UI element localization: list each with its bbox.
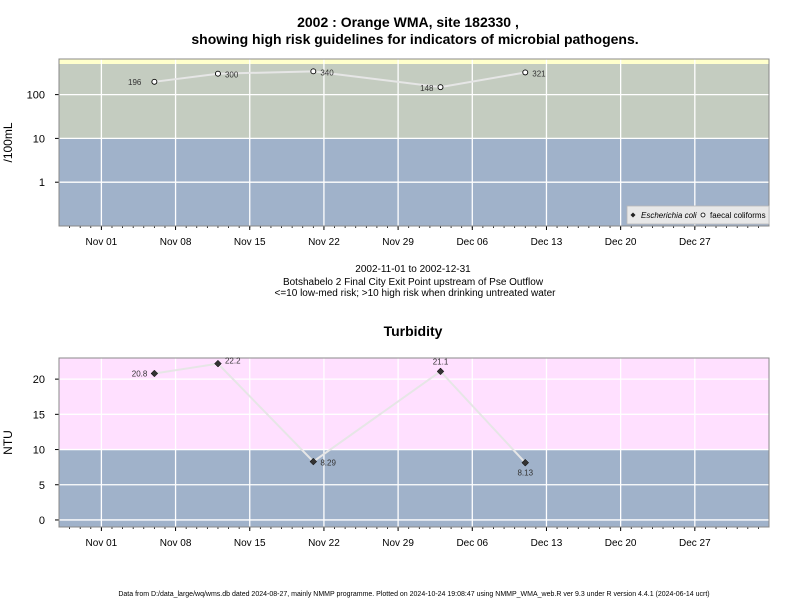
x-tick-label: Dec 13 — [531, 538, 563, 549]
y-tick-label: 5 — [39, 480, 45, 492]
date-range-text: 2002-11-01 to 2002-12-31 — [355, 264, 471, 275]
legend-ecoli-marker — [630, 212, 636, 218]
footer-text: Data from D:/data_large/wq/wms.db dated … — [118, 591, 709, 598]
y-tick-label: 1 — [39, 177, 45, 189]
top-strip — [59, 59, 769, 64]
x-tick-label: Nov 01 — [86, 538, 118, 549]
site-description-text: Botshabelo 2 Final City Exit Point upstr… — [283, 277, 544, 288]
data-label: 300 — [225, 71, 239, 80]
legend-ecoli-label: Escherichia coli — [641, 211, 697, 220]
data-label: 20.8 — [132, 369, 148, 378]
x-tick-label: Nov 15 — [234, 237, 266, 248]
data-label: 22.2 — [225, 357, 241, 366]
y-axis-label: NTU — [1, 430, 15, 455]
y-tick-label: 10 — [33, 133, 45, 145]
turbidity-title: Turbidity — [384, 323, 443, 339]
legend-box — [626, 205, 770, 225]
data-point — [151, 78, 158, 85]
data-point — [309, 457, 318, 466]
high-risk-band — [59, 358, 769, 450]
data-point — [215, 70, 221, 77]
x-tick-label: Nov 08 — [160, 237, 192, 248]
x-tick-label: Dec 27 — [679, 237, 711, 248]
data-point — [522, 69, 529, 76]
data-label: 21.1 — [433, 357, 449, 366]
x-tick-label: Nov 22 — [308, 538, 340, 549]
x-tick-label: Dec 06 — [456, 237, 488, 248]
data-point — [214, 359, 222, 368]
microbial-panel: Nov 01 Nov 08 Nov 15 Nov 22 Nov 29 Dec 06 Dec … — [1, 58, 770, 248]
data-label: 8.13 — [517, 469, 533, 478]
legend-faecal-label: faecal coliforms — [710, 211, 766, 220]
y-tick-label: 100 — [27, 90, 45, 102]
turbidity-panel: Nov 01 Nov 08 Nov 15 Nov 22 Nov 29 Dec 06 Dec … — [1, 357, 770, 549]
high-risk-band — [59, 64, 769, 139]
low-risk-band — [59, 449, 769, 527]
x-tick-label: Nov 22 — [308, 237, 340, 248]
chart-title-line1: 2002 : Orange WMA, site 182330 , — [297, 14, 519, 30]
x-tick-label: Nov 29 — [382, 237, 414, 248]
legend-faecal-marker — [700, 212, 706, 218]
data-label: 148 — [420, 84, 434, 93]
data-point — [521, 458, 530, 467]
x-tick-label: Dec 20 — [605, 538, 637, 549]
plot-border — [58, 58, 770, 227]
y-tick-label: 20 — [33, 374, 45, 386]
data-label: 196 — [128, 78, 142, 87]
y-tick-label: 15 — [33, 409, 45, 421]
data-label: 321 — [532, 69, 546, 78]
risk-note-text: <=10 low-med risk; >10 high risk when dr… — [275, 288, 557, 299]
x-tick-label: Dec 06 — [456, 538, 488, 549]
x-tick-label: Nov 01 — [86, 237, 118, 248]
plot-border — [58, 357, 770, 528]
data-point — [436, 367, 445, 376]
data-label: 340 — [320, 68, 334, 77]
x-tick-label: Dec 13 — [531, 237, 563, 248]
x-tick-label: Nov 15 — [234, 538, 266, 549]
x-tick-label: Nov 08 — [160, 538, 192, 549]
y-tick-label: 10 — [33, 445, 45, 457]
x-tick-label: Nov 29 — [382, 538, 414, 549]
x-tick-label: Dec 27 — [679, 538, 711, 549]
data-label: 8.29 — [320, 459, 336, 468]
data-point — [150, 369, 159, 378]
y-axis-label: /100mL — [1, 122, 15, 162]
x-tick-label: Dec 20 — [605, 237, 637, 248]
data-point — [310, 68, 317, 75]
y-tick-label: 0 — [39, 515, 45, 527]
chart-title-line2: showing high risk guidelines for indicat… — [191, 31, 638, 47]
data-point — [437, 84, 444, 91]
